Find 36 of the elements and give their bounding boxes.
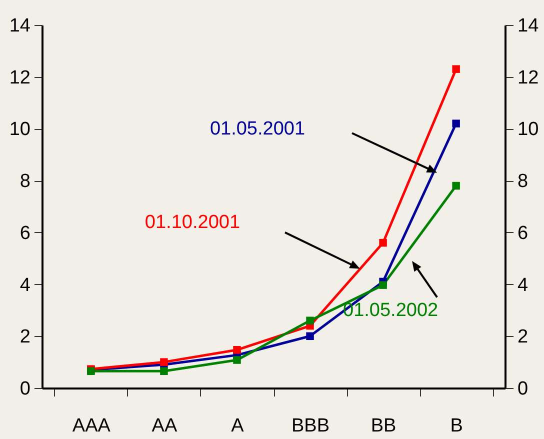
x-tick-label: AAA [72,416,111,436]
point [160,367,168,376]
y2-tick-label: 4 [518,274,528,296]
x-tick-label: BB [370,416,396,436]
point [452,65,460,73]
x-tick-label: A [231,416,244,436]
y2-tick-label: 14 [518,16,540,36]
point [306,332,314,340]
y-tick-label: 12 [9,67,30,88]
x-tick-label: AA [152,416,178,436]
y-tick-label: 4 [20,274,31,296]
y-tick-label: 14 [9,16,31,36]
y-tick-label: 8 [20,171,30,192]
series-label: 01.05.2002 [343,300,438,322]
text: 01.10.2001 [144,212,240,234]
point [306,316,314,324]
x-tick-label: B [450,416,463,436]
point [233,346,241,354]
y2-tick-label: 10 [518,119,539,140]
y-tick-label: 6 [20,222,30,244]
point [452,120,460,128]
y2-tick-label: 12 [518,67,539,88]
point [452,182,460,190]
y-tick-label: 0 [20,378,30,400]
point [379,281,387,289]
y2-tick-label: 0 [518,378,528,400]
text: 01.05.2001 [210,118,306,140]
y2-tick-label: 6 [518,222,528,244]
point [379,238,387,247]
y-tick-label: 10 [9,119,30,140]
y-tick-label: 2 [20,326,30,348]
y2-tick-label: 8 [518,171,528,192]
y2-tick-label: 2 [518,326,528,348]
x-tick-label: BBB [292,416,330,436]
point [160,358,168,366]
point [233,356,241,364]
